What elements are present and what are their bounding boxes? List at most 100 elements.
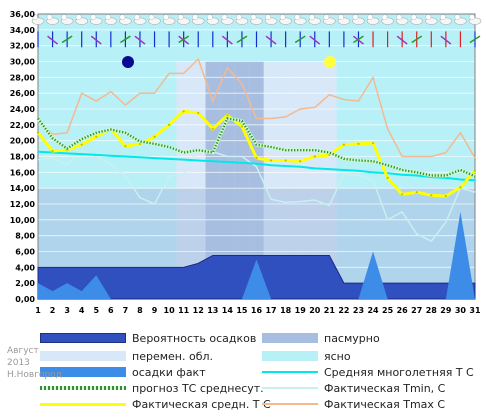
series-point xyxy=(313,155,316,158)
legend-swatch xyxy=(40,386,126,390)
wind-arrow-diagonal-icon xyxy=(440,35,452,45)
x-tick-label: 31 xyxy=(469,306,481,315)
cloud-icon xyxy=(410,14,417,21)
series-point xyxy=(269,159,273,162)
x-tick-label: 15 xyxy=(236,306,248,315)
wind-arrow-diagonal-icon xyxy=(353,35,364,44)
legend-item-tmin: Фактическая Tmin, C xyxy=(262,381,445,395)
y-tick-label: 2,00 xyxy=(15,279,35,288)
x-tick-label: 22 xyxy=(338,306,349,315)
legend-item-cloudy: пасмурно xyxy=(262,331,380,345)
y-tick-label: 18,00 xyxy=(10,153,36,162)
y-tick-label: 0,00 xyxy=(15,295,35,304)
series-point xyxy=(459,186,462,189)
cloud-icon xyxy=(104,14,111,21)
legend-swatch xyxy=(262,371,318,373)
x-tick-label: 5 xyxy=(93,306,99,315)
series-point xyxy=(415,191,418,194)
temperature-lines xyxy=(36,57,477,243)
wind-arrow-diagonal-icon xyxy=(265,35,277,45)
cloud-icon xyxy=(352,14,359,21)
lower-band xyxy=(409,188,425,299)
legend-swatch xyxy=(262,333,318,343)
x-tick-label: 11 xyxy=(178,306,190,315)
cloud-icon xyxy=(250,14,257,21)
y-tick-label: 10,00 xyxy=(10,216,36,225)
cloud-icon xyxy=(265,14,271,21)
x-tick-label: 26 xyxy=(397,306,409,315)
wind-arrow-diagonal-icon xyxy=(134,35,146,45)
legend-swatch xyxy=(262,351,318,361)
x-tick-label: 24 xyxy=(367,306,379,315)
cloud-icon xyxy=(469,14,475,21)
y-tick-label: 16,00 xyxy=(10,168,36,177)
wind-arrow-diagonal-icon xyxy=(61,35,73,44)
wind-arrow-diagonal-icon xyxy=(236,35,248,44)
legend-swatch xyxy=(262,387,318,389)
lower-band xyxy=(380,188,395,299)
x-tick-label: 4 xyxy=(79,306,85,315)
cloud-icon xyxy=(308,14,315,21)
y-tick-label: 14,00 xyxy=(10,184,36,193)
x-tick-label: 29 xyxy=(440,306,452,315)
x-tick-label: 13 xyxy=(207,306,218,315)
y-tick-label: 32,00 xyxy=(10,42,36,51)
lower-band xyxy=(467,188,475,299)
series-point xyxy=(197,111,200,115)
wind-arrow-diagonal-icon xyxy=(309,35,321,45)
series-line-1 xyxy=(37,147,476,243)
legend-item-precip-fact: осадки факт xyxy=(40,365,206,379)
series-line-4 xyxy=(37,117,476,178)
series-point xyxy=(124,145,127,148)
series-point xyxy=(182,110,185,113)
wind-arrow-diagonal-icon xyxy=(221,35,233,45)
cloud-icon xyxy=(323,14,330,21)
y-tick-label: 34,00 xyxy=(10,26,36,35)
legend-swatch xyxy=(262,403,318,405)
series-point xyxy=(95,135,98,138)
footer-year: 2013 xyxy=(7,358,30,368)
x-tick-label: 23 xyxy=(353,306,364,315)
cloud-icon xyxy=(119,14,126,21)
legend-item-forecast: прогноз ТС среднесут. xyxy=(40,381,264,395)
x-tick-label: 16 xyxy=(251,306,263,315)
cloud-icon xyxy=(221,14,228,21)
lower-band xyxy=(394,188,410,299)
series-point xyxy=(284,159,287,162)
x-tick-label: 20 xyxy=(309,306,321,315)
series-point xyxy=(153,135,156,138)
series-point xyxy=(371,141,375,145)
series-point xyxy=(444,194,447,198)
y-tick-label: 6,00 xyxy=(15,248,35,257)
moon-phase-full-icon xyxy=(324,56,336,68)
series-point xyxy=(240,125,244,128)
footer-month: Август xyxy=(7,346,39,356)
series-point xyxy=(80,143,83,146)
cloud-icon xyxy=(177,14,184,21)
cloud-icon xyxy=(134,14,140,21)
lower-band xyxy=(424,188,439,299)
moon-phase-new-icon xyxy=(122,56,134,68)
x-tick-label: 18 xyxy=(280,306,292,315)
y-tick-label: 26,00 xyxy=(10,89,36,98)
cloud-icon xyxy=(206,14,213,21)
cloud-icon xyxy=(192,14,199,21)
y-tick-label: 20,00 xyxy=(10,137,36,146)
y-tick-label: 12,00 xyxy=(10,200,36,209)
lower-band xyxy=(438,188,454,299)
cloud-icon xyxy=(32,14,38,21)
cloud-icon xyxy=(381,14,388,21)
series-point xyxy=(51,149,54,153)
wind-arrow-diagonal-icon xyxy=(119,35,131,44)
cloud-icon xyxy=(61,14,67,21)
cloud-icon xyxy=(425,14,432,21)
x-tick-label: 19 xyxy=(295,306,307,315)
cloud-icon xyxy=(440,14,446,21)
wind-arrow-diagonal-icon xyxy=(178,35,190,44)
series-point xyxy=(211,127,214,130)
cloud-icon xyxy=(90,14,97,21)
series-point xyxy=(168,123,171,126)
cloud-icon xyxy=(367,14,373,21)
cloud-icon xyxy=(75,14,82,21)
cloud-icon xyxy=(163,14,169,21)
